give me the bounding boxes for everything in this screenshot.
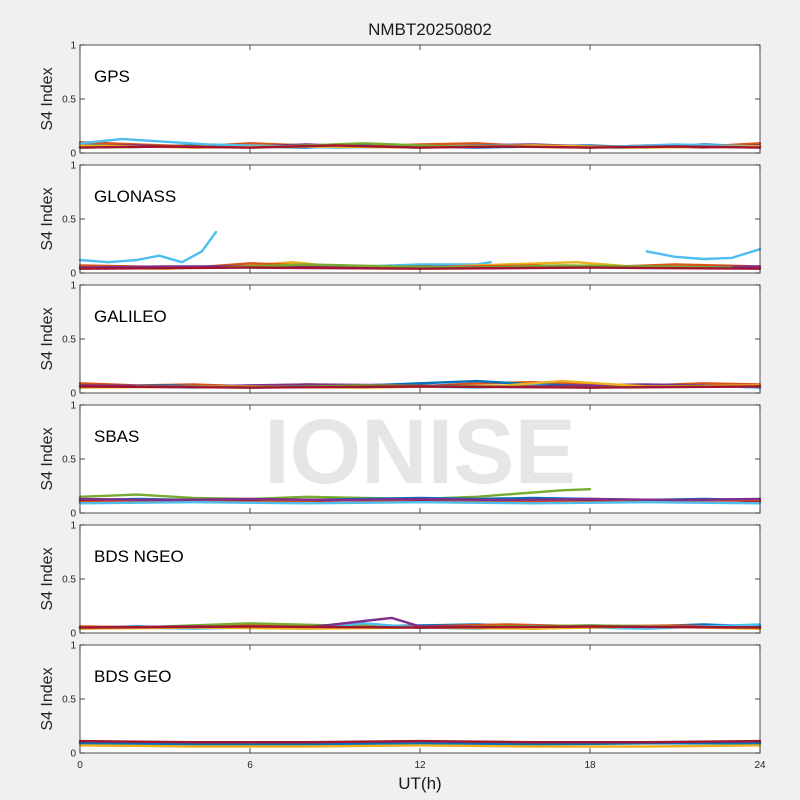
y-tick-label: 0: [70, 509, 76, 520]
panels-group: 0 0.5 1 S4 Index GPS 0 0.5 1 S4 Index GLONASS 0 0.5…: [39, 41, 766, 772]
y-tick-label: 1: [70, 281, 76, 292]
panel-gps: 0 0.5 1 S4 Index GPS: [39, 41, 762, 160]
series-line: [78, 230, 218, 264]
plot-area: [80, 165, 760, 273]
panel-label-bds-geo: BDS GEO: [94, 667, 171, 686]
y-tick-label: 1: [70, 161, 76, 172]
y-axis-label: S4 Index: [39, 427, 56, 490]
y-tick-label: 1: [70, 401, 76, 412]
y-tick-label: 1: [70, 41, 76, 52]
watermark-text: IONISE: [264, 401, 576, 503]
y-axis-label: S4 Index: [39, 667, 56, 730]
series-line: [78, 144, 762, 149]
x-tick-label: 12: [414, 760, 426, 771]
x-tick-label: 6: [247, 760, 253, 771]
x-tick-label: 18: [584, 760, 596, 771]
y-tick-label: 0.5: [62, 575, 76, 586]
series-line: [78, 497, 762, 502]
y-tick-label: 0.5: [62, 95, 76, 106]
y-tick-label: 0: [70, 749, 76, 760]
y-tick-label: 0.5: [62, 695, 76, 706]
plot-area: [80, 45, 760, 153]
figure-title: NMBT20250802: [368, 20, 492, 39]
x-tick-label: 24: [754, 760, 766, 771]
y-axis-label: S4 Index: [39, 67, 56, 130]
panel-sbas: 0 0.5 1 S4 Index SBAS: [39, 401, 762, 520]
panel-label-bds-ngeo: BDS NGEO: [94, 547, 184, 566]
plot-area: [80, 645, 760, 753]
y-tick-label: 0.5: [62, 335, 76, 346]
panel-label-galileo: GALILEO: [94, 307, 167, 326]
series-line: [78, 385, 762, 389]
plot-area: [80, 405, 760, 513]
y-tick-label: 0: [70, 269, 76, 280]
y-tick-label: 0: [70, 629, 76, 640]
x-tick-label: 0: [77, 760, 83, 771]
panel-label-gps: GPS: [94, 67, 130, 86]
series-line: [645, 247, 762, 261]
y-tick-label: 1: [70, 641, 76, 652]
panel-label-glonass: GLONASS: [94, 187, 176, 206]
y-axis-label: S4 Index: [39, 187, 56, 250]
y-tick-label: 0.5: [62, 455, 76, 466]
series-line: [78, 744, 762, 748]
panel-bds-ngeo: 0 0.5 1 S4 Index BDS NGEO: [39, 521, 762, 640]
plot-area: [80, 525, 760, 633]
y-tick-label: 1: [70, 521, 76, 532]
x-axis-label: UT(h): [398, 774, 441, 793]
panel-bds-geo: 0 0.5 1 S4 Index BDS GEO: [39, 641, 762, 760]
y-tick-label: 0: [70, 149, 76, 160]
y-tick-label: 0: [70, 389, 76, 400]
series-line: [78, 625, 762, 629]
panel-galileo: 0 0.5 1 S4 Index GALILEO: [39, 281, 762, 400]
series-line: [78, 739, 762, 744]
panel-label-sbas: SBAS: [94, 427, 139, 446]
y-tick-label: 0.5: [62, 215, 76, 226]
series-line: [78, 501, 762, 505]
y-axis-label: S4 Index: [39, 547, 56, 610]
y-axis-label: S4 Index: [39, 307, 56, 370]
plot-area: [80, 285, 760, 393]
panel-glonass: 0 0.5 1 S4 Index GLONASS: [39, 161, 762, 280]
